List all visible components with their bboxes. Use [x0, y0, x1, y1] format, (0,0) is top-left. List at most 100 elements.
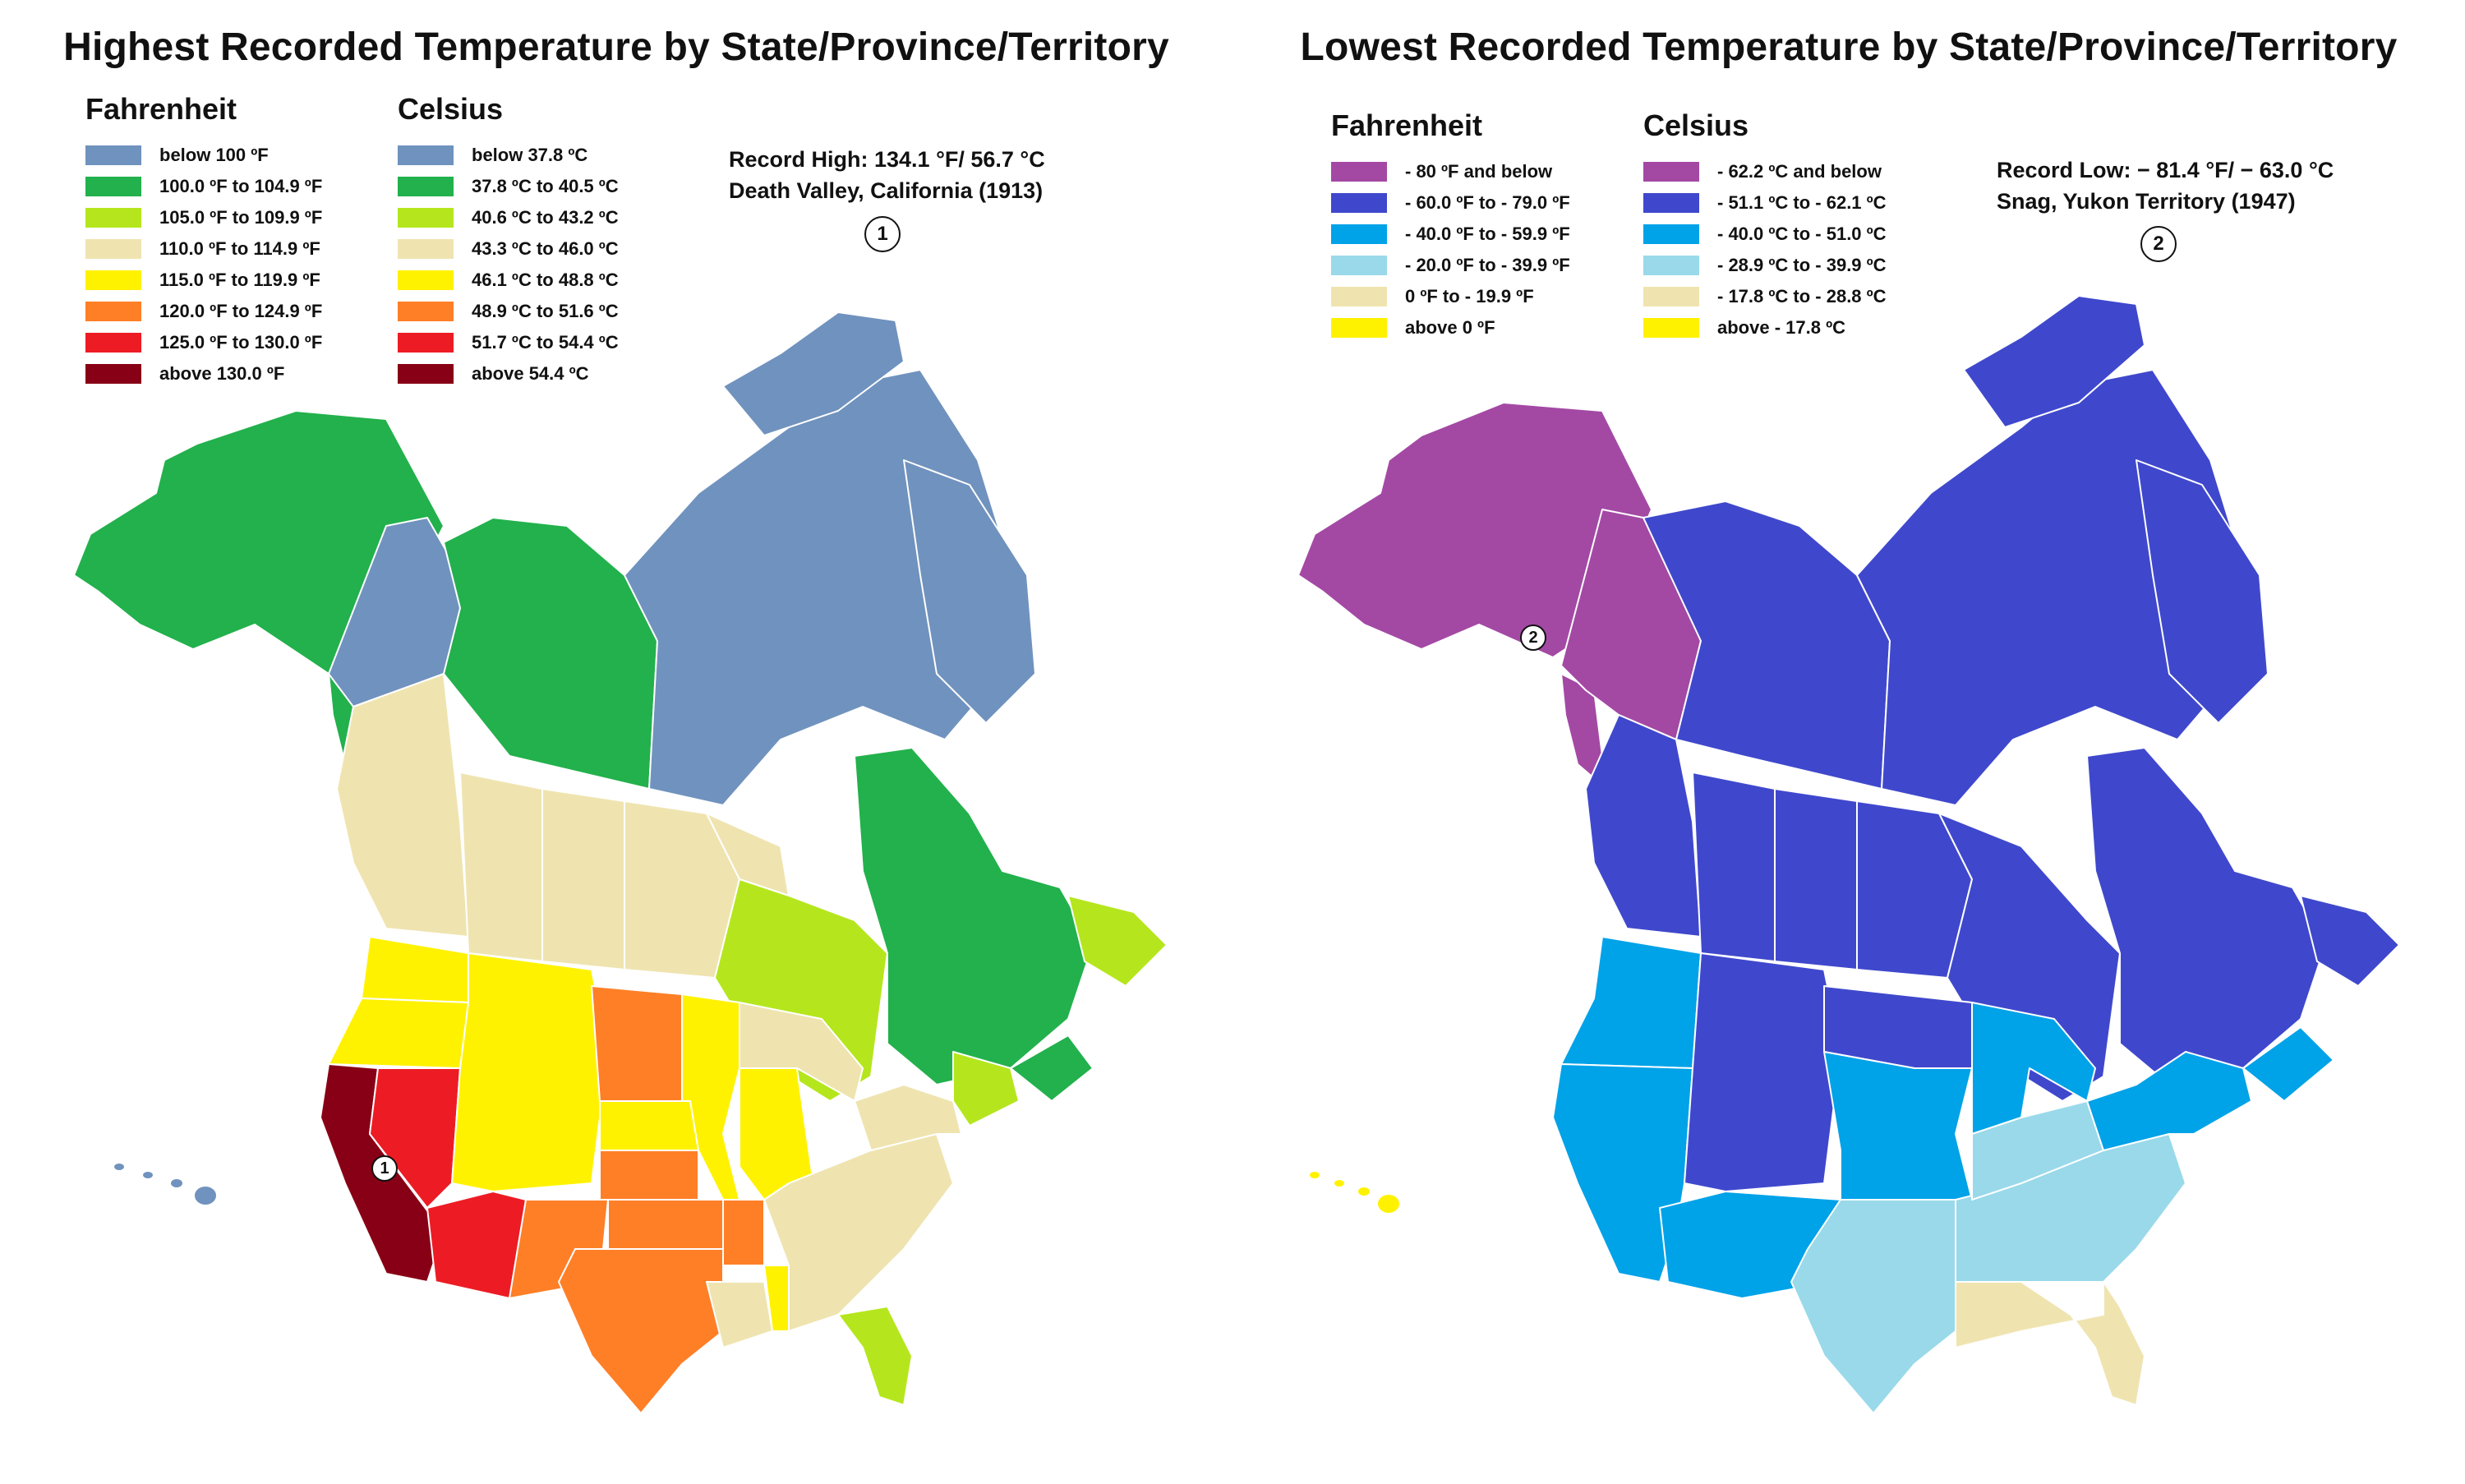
quebec-labrador: [2086, 747, 2326, 1085]
record-marker-snag: 2: [1520, 624, 1546, 651]
legend-item: - 60.0 ºF to - 79.0 ºF: [1331, 187, 1570, 219]
legend-label: below 100 ºF: [159, 145, 269, 165]
record-high-note: Record High: 134.1 °F/ 56.7 °C Death Val…: [729, 144, 1045, 206]
us-states: [1552, 936, 2252, 1414]
legend-label: - 80 ºF and below: [1405, 161, 1553, 182]
new-england: [952, 1051, 1020, 1127]
legend-item: - 62.2 ºC and below: [1643, 156, 1887, 187]
idaho-montana-wyoming-utah-colorado: [1684, 952, 1841, 1192]
arizona: [426, 1191, 527, 1299]
legend-label: - 40.0 ºC to - 51.0 ºC: [1717, 224, 1887, 244]
legend-swatch: [1331, 193, 1387, 213]
hawaii-island: [1376, 1193, 1401, 1214]
highest-temperature-map-panel: Highest Recorded Temperature by State/Pr…: [0, 0, 1232, 1484]
hawaii-island: [169, 1178, 184, 1189]
canada-provinces: [1585, 714, 2400, 1102]
nevada: [369, 1067, 461, 1209]
legend-item: 40.6 ºC to 43.2 ºC: [398, 202, 619, 233]
legend-heading: Fahrenheit: [1331, 108, 1483, 142]
ellesmere-island: [1963, 295, 2145, 428]
legend-swatch: [85, 302, 141, 321]
legend-label: - 17.8 ºC to - 28.8 ºC: [1717, 286, 1887, 306]
legend-item: below 37.8 ºC: [398, 140, 619, 171]
legend-heading: Fahrenheit: [85, 92, 237, 126]
legend-label: 46.1 ºC to 48.8 ºC: [472, 270, 619, 290]
legend-label: above 54.4 ºC: [472, 363, 589, 384]
hawaii-island: [113, 1162, 126, 1172]
legend-label: 0 ºF to - 19.9 ºF: [1405, 286, 1534, 306]
legend-item: below 100 ºF: [85, 140, 322, 171]
legend-label: 51.7 ºC to 54.4 ºC: [472, 332, 619, 353]
legend-item: above 54.4 ºC: [398, 358, 619, 389]
louisiana: [706, 1281, 773, 1348]
saskatchewan: [541, 788, 625, 970]
legend-item: - 17.8 ºC to - 28.8 ºC: [1643, 281, 1887, 312]
washington: [361, 936, 469, 1003]
legend-item: - 20.0 ºF to - 39.9 ºF: [1331, 250, 1570, 281]
hawaii: [113, 1162, 218, 1206]
record-low-value: Record Low: − 81.4 °F/ − 63.0 °C: [1997, 158, 2334, 182]
legend-item: - 28.9 ºC to - 39.9 ºC: [1643, 250, 1887, 281]
record-high-location: Death Valley, California (1913): [729, 178, 1044, 203]
legend-item: above - 17.8 ºC: [1643, 312, 1887, 343]
legend-swatch: [1643, 224, 1699, 244]
legend-swatch: [398, 333, 454, 353]
legend-swatch: [398, 239, 454, 259]
legend-swatch: [398, 364, 454, 384]
alberta: [459, 772, 543, 962]
legend-label: 105.0 ºF to 109.9 ºF: [159, 207, 323, 228]
legend-item: 43.3 ºC to 46.0 ºC: [398, 233, 619, 265]
great-lakes-states: [1971, 1002, 2096, 1135]
legend-label: 110.0 ºF to 114.9 ºF: [159, 238, 320, 259]
legend-item: - 40.0 ºC to - 51.0 ºC: [1643, 219, 1887, 250]
record-marker-death-valley: 1: [371, 1155, 398, 1182]
legend-swatch: [398, 177, 454, 196]
legend-label: - 28.9 ºC to - 39.9 ºC: [1717, 255, 1887, 275]
legend-item: 48.9 ºC to 51.6 ºC: [398, 296, 619, 327]
british-columbia: [1585, 714, 1702, 938]
oklahoma: [607, 1199, 724, 1250]
baffin-island: [903, 459, 1036, 724]
legend-label: 100.0 ºF to 104.9 ºF: [159, 176, 323, 196]
maritimes: [1010, 1035, 1094, 1102]
legend-label: below 37.8 ºC: [472, 145, 588, 165]
legend-item: 105.0 ºF to 109.9 ºF: [85, 202, 322, 233]
ellesmere-island: [722, 311, 905, 436]
legend-label: - 20.0 ºF to - 39.9 ºF: [1405, 255, 1570, 275]
legend-swatch: [1331, 162, 1387, 182]
page-title: Lowest Recorded Temperature by State/Pro…: [1300, 25, 2398, 69]
maritimes: [2242, 1026, 2334, 1102]
texas: [558, 1248, 724, 1414]
legend-swatch: [398, 270, 454, 290]
legend-item: 46.1 ºC to 48.8 ºC: [398, 265, 619, 296]
lowest-temperature-map-panel: Lowest Recorded Temperature by State/Pro…: [1232, 0, 2465, 1484]
legend-item: 115.0 ºF to 119.9 ºF: [85, 265, 322, 296]
legend-item: 125.0 ºF to 130.0 ºF: [85, 327, 322, 358]
western-canada: [336, 673, 790, 979]
legend-label: above 130.0 ºF: [159, 363, 285, 384]
legend-label: 40.6 ºC to 43.2 ºC: [472, 207, 619, 228]
washington-oregon: [1560, 936, 1702, 1069]
legend-item: 100.0 ºF to 104.9 ºF: [85, 171, 322, 202]
south-dakota-north-dakota: [591, 985, 683, 1102]
arctic-islands: [722, 311, 1036, 724]
legend-swatch: [1643, 193, 1699, 213]
legend-label: 125.0 ºF to 130.0 ºF: [159, 332, 323, 353]
legend-label: 37.8 ºC to 40.5 ºC: [472, 176, 619, 196]
legend-swatch: [398, 145, 454, 165]
legend-heading: Celsius: [398, 92, 504, 126]
legend-item: - 51.1 ºC to - 62.1 ºC: [1643, 187, 1887, 219]
hawaii-island: [1357, 1186, 1371, 1197]
legend-swatch: [398, 208, 454, 228]
legend-heading: Celsius: [1643, 108, 1749, 142]
legend-swatch: [85, 239, 141, 259]
baffin-island: [2136, 459, 2269, 724]
record-low-note: Record Low: − 81.4 °F/ − 63.0 °C Snag, Y…: [1997, 154, 2334, 217]
legend-item: 37.8 ºC to 40.5 ºC: [398, 171, 619, 202]
alberta: [1692, 772, 1776, 962]
idaho-montana-wyoming-utah: [451, 952, 609, 1192]
northwest-territories: [443, 517, 658, 790]
legend-swatch: [398, 302, 454, 321]
fahrenheit-legend: Fahrenheit below 100 ºF 100.0 ºF to 104.9…: [85, 92, 322, 389]
celsius-legend: Celsius - 62.2 ºC and below - 51.1 ºC to …: [1643, 108, 1887, 343]
